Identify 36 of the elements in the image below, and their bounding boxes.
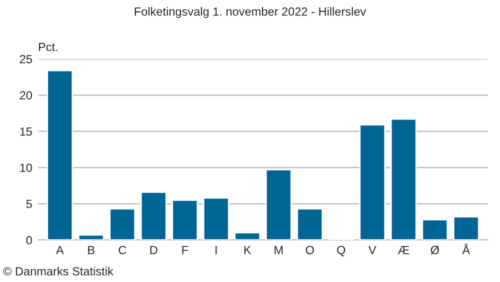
chart-title: Folketingsvalg 1. november 2022 - Hillerslev	[134, 7, 366, 18]
y-tick-label: 5	[26, 200, 32, 208]
bar	[359, 124, 386, 240]
y-tick-label: 15	[20, 128, 32, 136]
y-tick-label: 20	[20, 91, 32, 100]
bar	[296, 208, 324, 240]
x-tick-label: Å	[462, 244, 470, 254]
bar	[202, 197, 230, 240]
bar	[265, 169, 292, 240]
y-tick-label: 10	[20, 164, 32, 172]
y-tick-label: 25	[20, 54, 32, 64]
y-axis-title: Pct.	[38, 42, 58, 52]
bar	[78, 234, 104, 240]
x-tick-label: A	[56, 246, 64, 254]
bar	[140, 191, 167, 240]
x-tick-label: D	[150, 246, 158, 254]
x-tick-label: V	[368, 246, 376, 254]
x-tick-label: Q	[337, 246, 346, 256]
x-tick-label: Ø	[430, 246, 440, 254]
bar	[422, 219, 448, 240]
x-tick-label: K	[244, 246, 252, 254]
x-tick-label: Æ	[398, 246, 410, 254]
x-tick-label: I	[216, 246, 217, 254]
text: © Danmarks Statistik	[3, 266, 114, 276]
bar	[234, 232, 261, 240]
bar	[452, 216, 480, 240]
bar	[172, 199, 198, 240]
x-tick-label: F	[182, 246, 188, 254]
x-tick-label: M	[274, 246, 283, 254]
bar	[390, 118, 417, 240]
bar	[109, 208, 136, 240]
bar	[46, 70, 74, 240]
x-tick-label: C	[118, 246, 126, 254]
x-tick-label: B	[88, 246, 94, 254]
y-tick-label: 0	[26, 236, 32, 244]
x-tick-label: O	[306, 246, 314, 254]
